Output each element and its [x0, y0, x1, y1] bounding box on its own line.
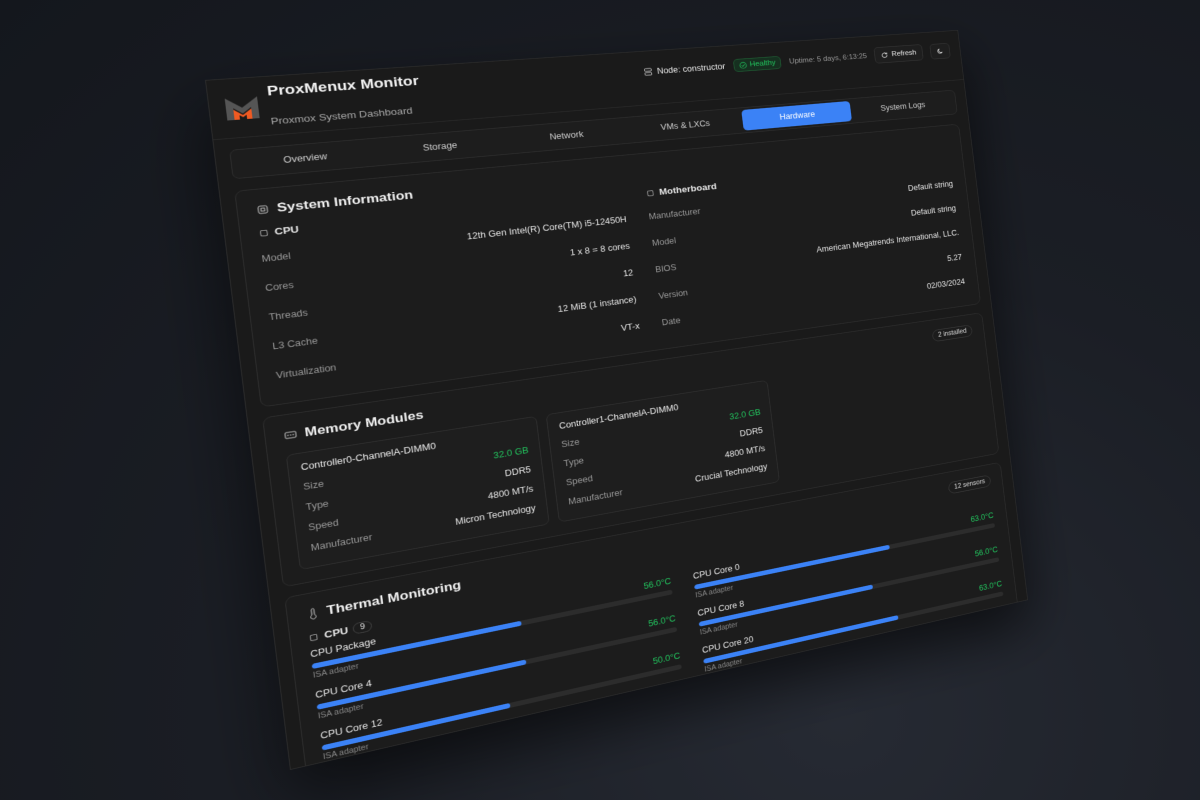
row-label: Size: [560, 436, 581, 450]
motherboard-icon: [645, 188, 655, 197]
node-name: Node: constructor: [656, 61, 726, 76]
row-label: BIOS: [654, 262, 677, 275]
row-value: 5.27: [946, 252, 963, 264]
cpu-section: CPU Model 12th Gen Intel(R) Core(TM) i5-1…: [258, 191, 641, 391]
row-value: 32.0 GB: [492, 445, 530, 461]
tab-system-logs[interactable]: System Logs: [880, 100, 926, 113]
cpu-icon: [308, 632, 320, 643]
row-value: DDR5: [739, 425, 764, 439]
group-name: CPU: [323, 624, 349, 641]
header: ProxMenux Monitor Proxmox System Dashboa…: [206, 30, 964, 141]
row-label: Speed: [565, 473, 594, 488]
memory-module: Controller1-ChannelA-DIMM0 Size 32.0 GB T…: [545, 379, 780, 523]
row-value: 12: [622, 267, 634, 279]
sensor-temp: 56.0°C: [974, 544, 999, 559]
row-value: 02/03/2024: [926, 277, 966, 291]
app-title: ProxMenux Monitor: [266, 73, 420, 100]
row-label: Size: [302, 478, 325, 493]
row-label: Model: [261, 250, 292, 265]
card-title: System Information: [276, 187, 414, 215]
tab-network[interactable]: Network: [549, 129, 585, 142]
tab-storage[interactable]: Storage: [422, 140, 458, 153]
sensor-temp: 63.0°C: [970, 510, 995, 525]
row-label: Type: [305, 498, 330, 513]
memory-module: Controller0-ChannelA-DIMM0 Size 32.0 GB T…: [285, 415, 550, 571]
tab-hardware[interactable]: Hardware: [741, 100, 853, 131]
row-label: Cores: [264, 279, 295, 294]
theme-toggle-button[interactable]: [929, 42, 951, 60]
memory-icon: [283, 428, 299, 442]
row-value: 1 x 8 = 8 cores: [569, 241, 631, 258]
row-value: 32.0 GB: [728, 407, 762, 422]
row-label: Manufacturer: [310, 532, 373, 554]
row-value: 12 MiB (1 instance): [557, 294, 637, 315]
motherboard-section: Motherboard Manufacturer Default string M…: [645, 157, 966, 336]
sensor-temp: 56.0°C: [643, 576, 672, 592]
group-count: 9: [352, 620, 373, 635]
tab-vms-lxcs[interactable]: VMs & LXCs: [660, 118, 711, 133]
thermometer-icon: [305, 607, 321, 621]
sensor-temp: 50.0°C: [652, 650, 681, 667]
check-circle-icon: [739, 61, 748, 69]
server-icon: [643, 68, 653, 77]
cpu-icon: [258, 228, 270, 238]
row-label: Speed: [307, 517, 340, 533]
refresh-icon: [881, 51, 889, 58]
section-title: CPU: [273, 223, 300, 238]
refresh-label: Refresh: [891, 48, 917, 59]
row-value: VT-x: [620, 321, 641, 334]
uptime: Uptime: 5 days, 6:13:25: [788, 52, 868, 66]
sensor-temp: 56.0°C: [647, 613, 677, 629]
row-label: Version: [658, 287, 689, 301]
row-label: Date: [661, 315, 681, 328]
cpu-chip-icon: [255, 203, 271, 216]
row-value: Default string: [907, 179, 954, 193]
row-label: Manufacturer: [567, 487, 624, 507]
row-label: Type: [563, 455, 585, 469]
section-title: Motherboard: [658, 181, 718, 197]
row-value: Default string: [910, 203, 957, 218]
status-badge: Healthy: [732, 55, 782, 73]
node-indicator: Node: constructor: [643, 61, 726, 77]
row-label: Virtualization: [275, 362, 337, 381]
status-text: Healthy: [749, 58, 777, 69]
app-subtitle: Proxmox System Dashboard: [270, 105, 414, 127]
row-label: Model: [651, 235, 677, 248]
sensor-temp: 63.0°C: [978, 579, 1003, 593]
row-label: Threads: [268, 307, 309, 323]
app-window: ProxMenux Monitor Proxmox System Dashboa…: [205, 30, 1028, 770]
tab-overview[interactable]: Overview: [282, 151, 328, 166]
row-label: L3 Cache: [271, 335, 319, 352]
proxmenux-logo: [224, 96, 260, 121]
refresh-button[interactable]: Refresh: [873, 44, 924, 64]
moon-icon: [936, 47, 944, 54]
row-label: Manufacturer: [648, 206, 701, 222]
row-value: DDR5: [504, 464, 532, 479]
